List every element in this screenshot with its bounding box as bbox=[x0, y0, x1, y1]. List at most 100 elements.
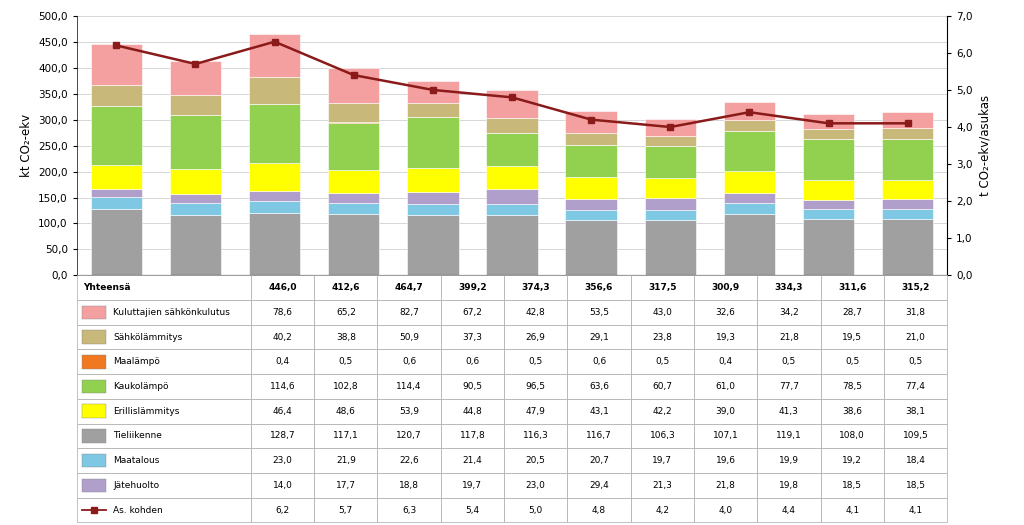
Text: 18,5: 18,5 bbox=[905, 481, 926, 490]
Text: 464,7: 464,7 bbox=[395, 284, 424, 292]
Bar bbox=[820, 399, 884, 424]
Bar bbox=[694, 276, 758, 300]
Bar bbox=[440, 399, 504, 424]
Bar bbox=[328, 193, 380, 203]
Text: 90,5: 90,5 bbox=[463, 382, 482, 391]
Text: 114,4: 114,4 bbox=[396, 382, 422, 391]
Text: Maatalous: Maatalous bbox=[114, 456, 160, 465]
Bar bbox=[884, 350, 947, 374]
Bar bbox=[882, 218, 933, 276]
Bar bbox=[77, 276, 251, 300]
Text: 19,2: 19,2 bbox=[843, 456, 862, 465]
Bar bbox=[408, 215, 459, 276]
Bar bbox=[251, 300, 314, 325]
Text: 315,2: 315,2 bbox=[901, 284, 930, 292]
Bar bbox=[251, 276, 314, 300]
Text: 4,1: 4,1 bbox=[845, 506, 859, 514]
Bar bbox=[724, 172, 775, 193]
Bar bbox=[504, 473, 567, 498]
Text: 47,9: 47,9 bbox=[525, 407, 546, 416]
Bar bbox=[758, 350, 820, 374]
Bar bbox=[884, 300, 947, 325]
Text: 412,6: 412,6 bbox=[332, 284, 360, 292]
Bar bbox=[251, 473, 314, 498]
Bar bbox=[694, 448, 758, 473]
Text: 96,5: 96,5 bbox=[525, 382, 546, 391]
Bar bbox=[378, 374, 440, 399]
Text: 78,6: 78,6 bbox=[272, 308, 293, 317]
Bar bbox=[378, 325, 440, 350]
Text: 53,9: 53,9 bbox=[399, 407, 419, 416]
Text: 0,6: 0,6 bbox=[592, 358, 606, 366]
Text: 4,8: 4,8 bbox=[592, 506, 606, 514]
Bar bbox=[314, 374, 378, 399]
Text: 19,3: 19,3 bbox=[716, 333, 735, 342]
Bar bbox=[567, 350, 631, 374]
Bar bbox=[694, 374, 758, 399]
Bar bbox=[170, 215, 221, 276]
Bar bbox=[820, 498, 884, 522]
Bar bbox=[694, 498, 758, 522]
Bar bbox=[631, 473, 694, 498]
Bar bbox=[758, 473, 820, 498]
Text: 0,5: 0,5 bbox=[781, 358, 796, 366]
Bar bbox=[631, 399, 694, 424]
Bar bbox=[77, 473, 251, 498]
Text: Maalämpö: Maalämpö bbox=[114, 358, 160, 366]
Text: 17,7: 17,7 bbox=[336, 481, 355, 490]
Bar bbox=[251, 325, 314, 350]
Text: 37,3: 37,3 bbox=[463, 333, 482, 342]
Bar bbox=[882, 128, 933, 139]
Text: 38,8: 38,8 bbox=[336, 333, 355, 342]
Bar bbox=[567, 374, 631, 399]
Text: 40,2: 40,2 bbox=[272, 333, 293, 342]
Bar bbox=[504, 448, 567, 473]
Bar bbox=[884, 473, 947, 498]
Bar bbox=[884, 276, 947, 300]
Text: 82,7: 82,7 bbox=[399, 308, 419, 317]
Text: 31,8: 31,8 bbox=[905, 308, 926, 317]
Text: 446,0: 446,0 bbox=[268, 284, 297, 292]
Bar bbox=[644, 198, 696, 209]
Text: 63,6: 63,6 bbox=[589, 382, 609, 391]
Text: 128,7: 128,7 bbox=[269, 432, 295, 440]
Bar bbox=[644, 178, 696, 198]
Bar bbox=[884, 424, 947, 448]
Bar bbox=[565, 133, 616, 145]
Bar bbox=[758, 374, 820, 399]
Text: 22,6: 22,6 bbox=[399, 456, 419, 465]
Bar bbox=[724, 193, 775, 203]
Bar bbox=[314, 473, 378, 498]
Bar bbox=[408, 193, 459, 204]
Bar bbox=[884, 498, 947, 522]
Text: 50,9: 50,9 bbox=[399, 333, 419, 342]
Text: 374,3: 374,3 bbox=[521, 284, 550, 292]
Bar bbox=[504, 424, 567, 448]
Text: 61,0: 61,0 bbox=[716, 382, 735, 391]
Text: 21,3: 21,3 bbox=[652, 481, 673, 490]
Text: Erillislämmitys: Erillislämmitys bbox=[114, 407, 180, 416]
Bar bbox=[82, 306, 106, 319]
Text: 4,4: 4,4 bbox=[782, 506, 796, 514]
Bar bbox=[251, 350, 314, 374]
Bar bbox=[724, 120, 775, 131]
Bar bbox=[882, 112, 933, 128]
Text: 38,6: 38,6 bbox=[843, 407, 862, 416]
Bar bbox=[724, 214, 775, 276]
Bar bbox=[567, 399, 631, 424]
Bar bbox=[82, 429, 106, 443]
Text: 5,7: 5,7 bbox=[339, 506, 353, 514]
Text: 0,5: 0,5 bbox=[339, 358, 353, 366]
Bar bbox=[440, 350, 504, 374]
Bar bbox=[884, 374, 947, 399]
Text: 21,0: 21,0 bbox=[905, 333, 926, 342]
Text: 19,7: 19,7 bbox=[652, 456, 673, 465]
Bar bbox=[91, 190, 142, 197]
Text: 29,1: 29,1 bbox=[589, 333, 609, 342]
Text: 21,4: 21,4 bbox=[463, 456, 482, 465]
Bar bbox=[882, 140, 933, 180]
Bar bbox=[694, 399, 758, 424]
Text: 19,9: 19,9 bbox=[779, 456, 799, 465]
Bar bbox=[644, 220, 696, 276]
Text: 19,6: 19,6 bbox=[716, 456, 735, 465]
